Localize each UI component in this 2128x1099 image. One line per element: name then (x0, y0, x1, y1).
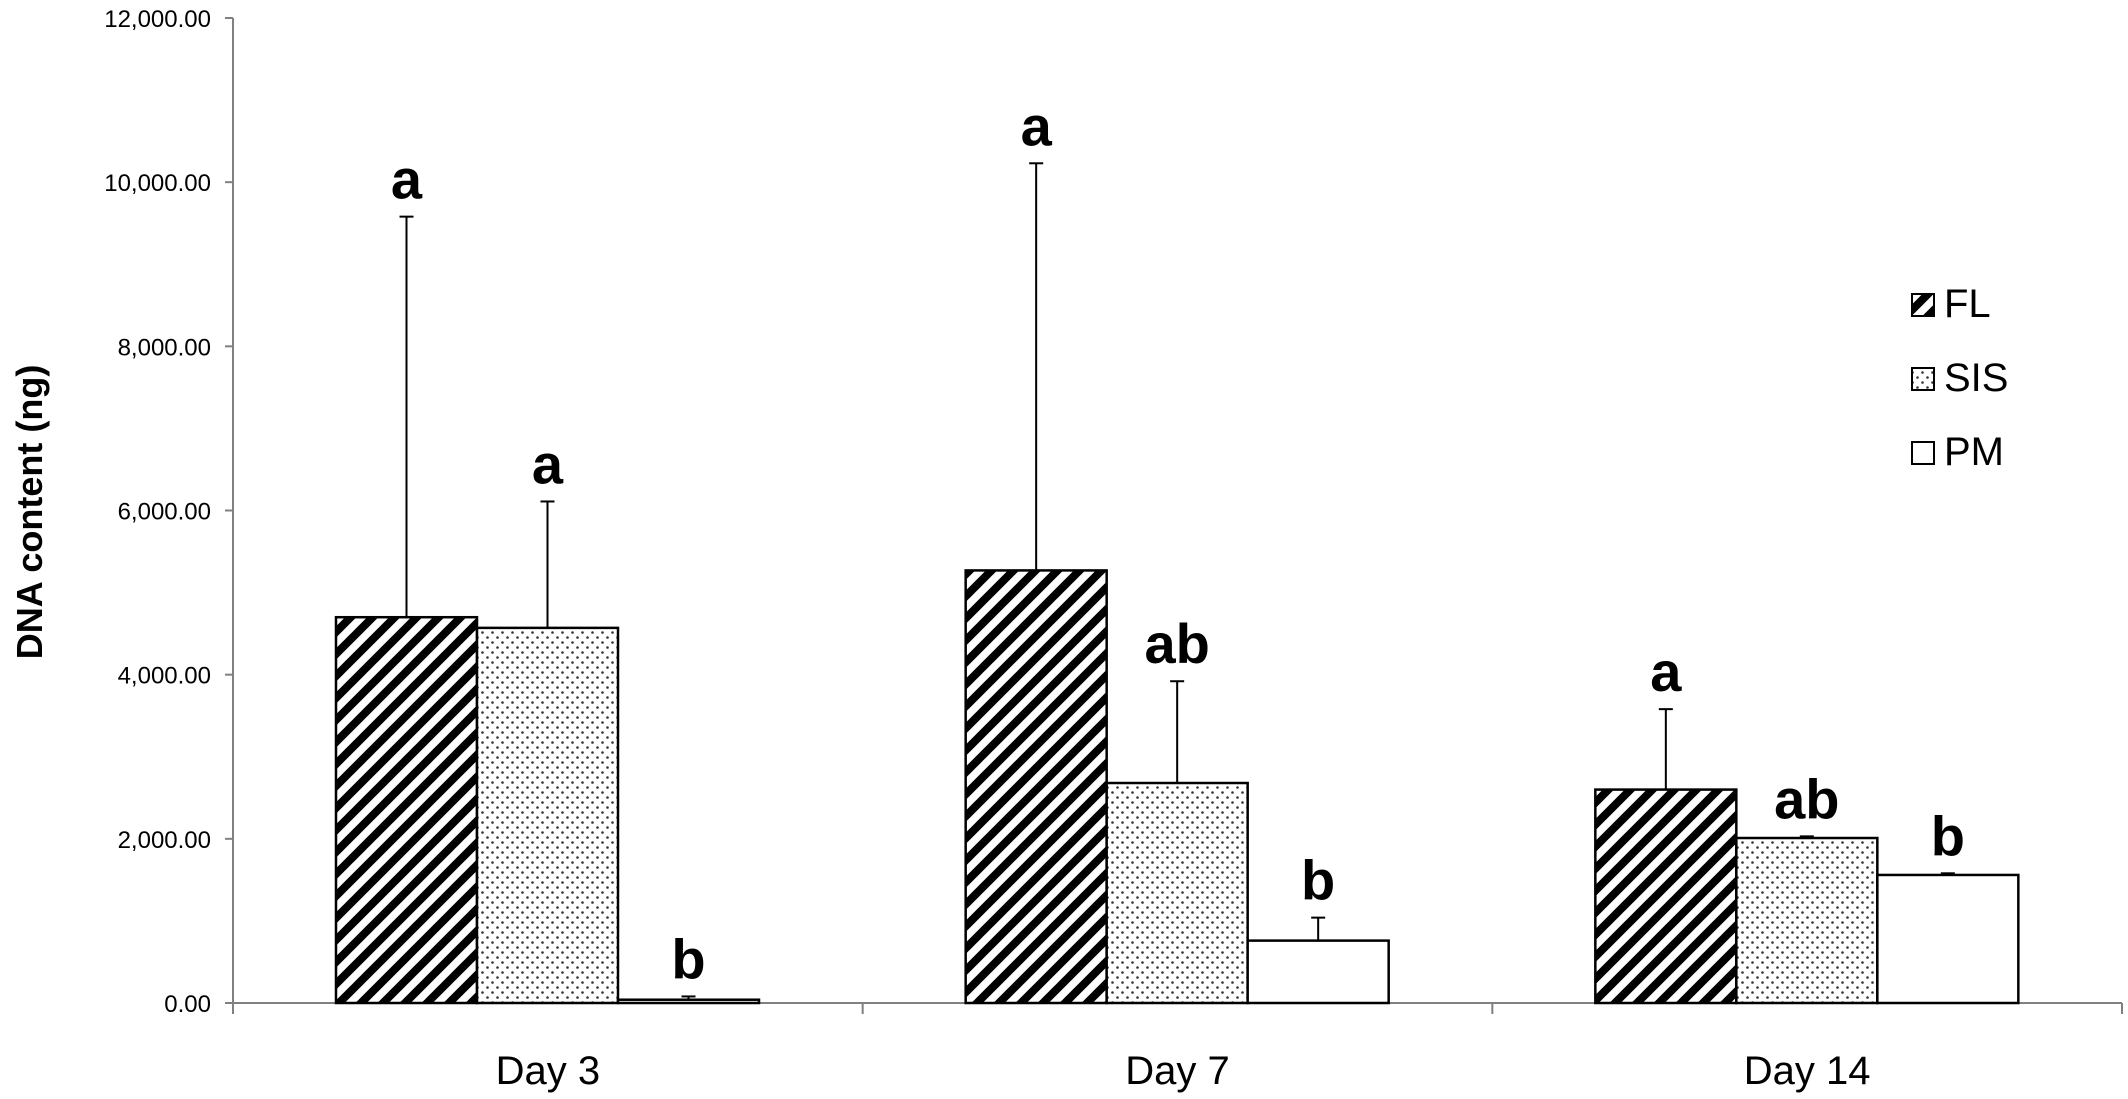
x-category-label: Day 14 (1744, 1049, 1871, 1093)
y-tick-label: 2,000.00 (118, 827, 211, 854)
y-axis: 0.00 2,000.00 4,000.00 6,000.00 8,000.00 10,0… (104, 6, 234, 1018)
y-tick-label: 10,000.00 (104, 170, 211, 197)
significance-label: a (532, 432, 564, 495)
legend-label-pm: PM (1944, 430, 2004, 474)
legend: FL SIS PM (1911, 282, 2008, 474)
bar-sis (1735, 836, 1879, 1005)
y-tick-label: 0.00 (164, 991, 211, 1018)
y-axis-title: DNA content (ng) (9, 365, 50, 660)
bar-sis (1105, 781, 1249, 1005)
legend-label-sis: SIS (1944, 356, 2008, 400)
bar-pm (616, 998, 761, 1005)
significance-label: b (671, 927, 705, 990)
significance-label: ab (1144, 612, 1209, 675)
significance-label: b (1301, 849, 1335, 912)
significance-label: a (391, 148, 423, 211)
bar-pm (1876, 873, 2020, 1005)
legend-swatch-sis (1911, 367, 1935, 391)
x-category-label: Day 3 (496, 1049, 601, 1093)
significance-label: a (1021, 94, 1053, 157)
bar-fl (1594, 788, 1738, 1005)
significance-label: ab (1774, 767, 1839, 830)
bar-fl (334, 615, 479, 1005)
y-tick-label: 12,000.00 (104, 6, 211, 33)
significance-label: b (1931, 804, 1965, 867)
x-axis: Day 3 Day 7 Day 14 (232, 1002, 2123, 1093)
significance-label: a (1650, 640, 1682, 703)
legend-swatch-fl (1911, 293, 1935, 317)
y-tick-label: 8,000.00 (118, 334, 211, 361)
bar-pm (1246, 939, 1390, 1005)
bar-fl (964, 569, 1108, 1005)
legend-label-fl: FL (1944, 282, 1991, 326)
y-tick-label: 4,000.00 (118, 663, 211, 690)
y-tick-label: 6,000.00 (118, 499, 211, 526)
x-category-label: Day 7 (1125, 1049, 1230, 1093)
legend-swatch-pm (1911, 441, 1935, 465)
bar-sis (475, 626, 620, 1005)
